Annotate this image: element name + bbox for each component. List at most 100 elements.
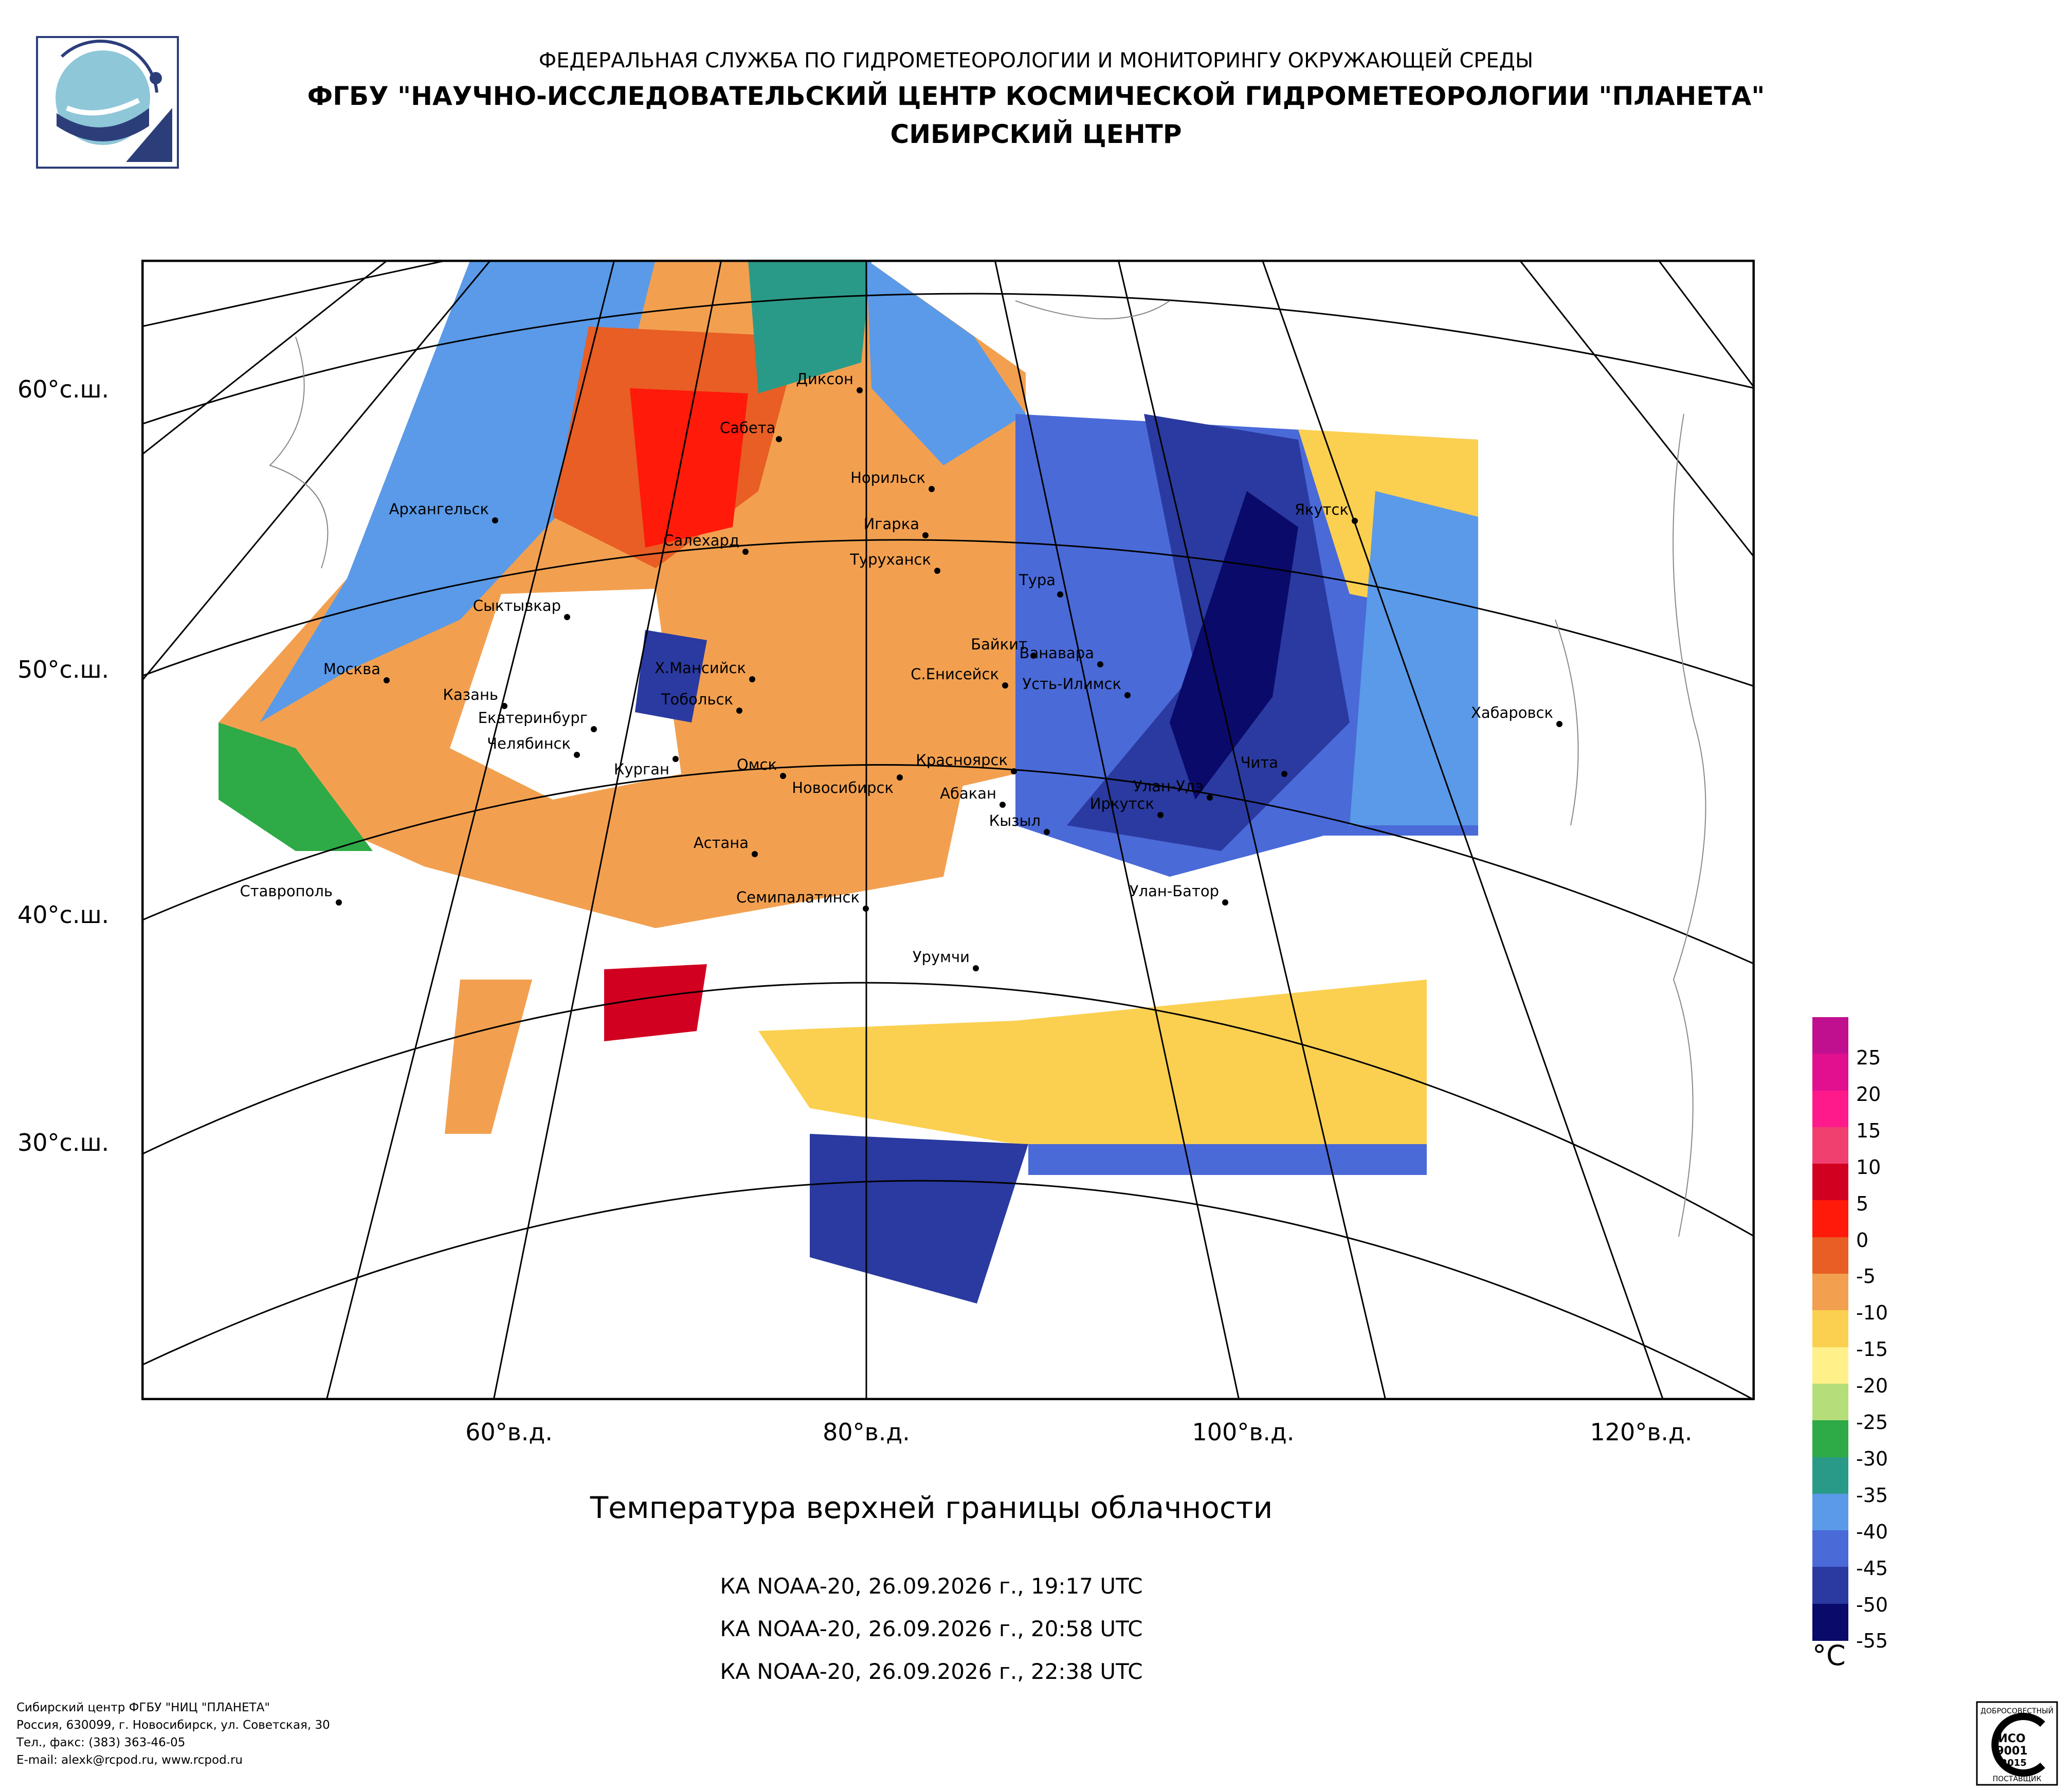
lat-label-40: 40°с.ш. bbox=[17, 901, 110, 929]
cert-top-text: ДОБРОСОВЕСТНЫЙ bbox=[1980, 1706, 2053, 1715]
city-label: Урумчи bbox=[913, 948, 970, 966]
legend-tick: 20 bbox=[1856, 1082, 1881, 1106]
city-label: Екатеринбург bbox=[478, 709, 588, 727]
city-label: Ставрополь bbox=[240, 882, 333, 900]
lon-label-100: 100°в.д. bbox=[1192, 1418, 1295, 1446]
agency-line: ФЕДЕРАЛЬНАЯ СЛУЖБА ПО ГИДРОМЕТЕОРОЛОГИИ … bbox=[538, 49, 1534, 73]
city-dot bbox=[1281, 771, 1287, 777]
legend-tick: 5 bbox=[1856, 1192, 1869, 1215]
legend-tick: -55 bbox=[1856, 1630, 1888, 1653]
city-dot bbox=[574, 752, 580, 758]
city-label: Усть-Илимск bbox=[1023, 675, 1121, 693]
legend-swatch bbox=[1812, 1017, 1848, 1055]
city-label: Улан-Батор bbox=[1130, 882, 1219, 900]
pass-2: КА NOAA-20, 26.09.2026 г., 20:58 UTC bbox=[720, 1616, 1143, 1641]
legend-tick: -30 bbox=[1856, 1447, 1888, 1470]
planeta-logo bbox=[36, 36, 179, 169]
coastlines bbox=[269, 300, 1706, 1237]
city-label: Сыктывкар bbox=[473, 597, 561, 614]
legend-swatch bbox=[1812, 1127, 1848, 1165]
legend-tick: -20 bbox=[1856, 1374, 1888, 1398]
legend-swatch bbox=[1812, 1090, 1848, 1128]
city-dot bbox=[1011, 768, 1017, 774]
city-dot bbox=[1124, 692, 1131, 698]
graticule bbox=[141, 260, 1755, 1400]
city-label: Казань bbox=[443, 686, 498, 703]
city-label: Х.Мансийск bbox=[655, 659, 746, 677]
city-dot bbox=[501, 703, 507, 709]
city-label: С.Енисейск bbox=[911, 665, 999, 683]
city-dot bbox=[591, 726, 597, 732]
city-dot bbox=[1207, 794, 1213, 801]
lon-label-60: 60°в.д. bbox=[465, 1418, 553, 1446]
legend-tick: 10 bbox=[1856, 1155, 1881, 1179]
city-label: Байкит bbox=[971, 636, 1027, 653]
city-label: Семипалатинск bbox=[736, 889, 860, 906]
city-dot bbox=[1057, 591, 1063, 598]
legend-tick: 25 bbox=[1856, 1046, 1881, 1069]
legend-swatch bbox=[1812, 1457, 1848, 1494]
city-label: Чита bbox=[1241, 754, 1278, 771]
legend-swatch bbox=[1812, 1164, 1848, 1201]
legend-swatch bbox=[1812, 1603, 1848, 1641]
center-line: СИБИРСКИЙ ЦЕНТР bbox=[890, 119, 1182, 149]
legend-tick: -25 bbox=[1856, 1411, 1888, 1434]
legend-swatch bbox=[1812, 1237, 1848, 1275]
legend-swatch bbox=[1812, 1567, 1848, 1604]
lat-label-30: 30°с.ш. bbox=[17, 1129, 110, 1156]
city-markers: Диксон Сабета Норильск Архангельск Игарка Сал… bbox=[240, 370, 1562, 971]
city-dot bbox=[863, 906, 869, 912]
cert-bottom-text: ПОСТАВЩИК bbox=[1993, 1775, 2042, 1783]
cert-iso: ИСО bbox=[1998, 1732, 2025, 1745]
city-label: Красноярск bbox=[916, 751, 1008, 769]
legend-tick: -50 bbox=[1856, 1593, 1888, 1616]
city-dot bbox=[736, 708, 742, 714]
city-dot bbox=[742, 549, 749, 555]
legend-tick: -5 bbox=[1856, 1265, 1876, 1288]
satellite-map: Диксон Сабета Норильск Архангельск Игарка Сал… bbox=[141, 260, 1755, 1400]
map-subject: Температура верхней границы облачности bbox=[590, 1490, 1273, 1525]
city-label: Омск bbox=[737, 756, 777, 773]
lat-label-50: 50°с.ш. bbox=[17, 656, 110, 683]
legend-tick: -10 bbox=[1856, 1301, 1888, 1325]
city-dot bbox=[1044, 829, 1050, 835]
city-label: Улан-Удэ bbox=[1133, 777, 1204, 795]
legend-tick: -40 bbox=[1856, 1520, 1888, 1543]
city-dot bbox=[973, 965, 979, 971]
footer-address: Россия, 630099, г. Новосибирск, ул. Сове… bbox=[16, 1718, 330, 1732]
map-frame bbox=[141, 260, 1755, 1400]
lat-label-60: 60°с.ш. bbox=[17, 375, 110, 403]
city-label: Челябинск bbox=[487, 735, 571, 752]
city-label: Архангельск bbox=[389, 500, 489, 518]
pass-1: КА NOAA-20, 26.09.2026 г., 19:17 UTC bbox=[720, 1573, 1143, 1599]
city-dot bbox=[1030, 653, 1037, 659]
city-dot bbox=[999, 802, 1006, 808]
city-label: Диксон bbox=[796, 370, 853, 388]
legend-tick: 0 bbox=[1856, 1228, 1869, 1252]
city-dot bbox=[1097, 661, 1103, 667]
city-label: Астана bbox=[694, 834, 749, 852]
city-dot bbox=[752, 851, 758, 857]
city-label: Москва bbox=[323, 660, 380, 678]
city-label: Тура bbox=[1019, 571, 1056, 589]
city-label: Тобольск bbox=[661, 691, 733, 708]
city-label: Туруханск bbox=[849, 551, 931, 568]
city-dot bbox=[897, 774, 903, 781]
city-label: Сабета bbox=[720, 419, 775, 437]
cert-2015: -2015 bbox=[1997, 1758, 2027, 1768]
legend-tick: -15 bbox=[1856, 1338, 1888, 1361]
pass-3: КА NOAA-20, 26.09.2026 г., 22:38 UTC bbox=[720, 1659, 1143, 1684]
city-dot bbox=[1556, 721, 1562, 727]
lon-label-120: 120°в.д. bbox=[1590, 1418, 1693, 1446]
city-dot bbox=[922, 532, 929, 538]
legend-swatch bbox=[1812, 1310, 1848, 1348]
city-label: Новосибирск bbox=[792, 779, 894, 797]
legend-swatch bbox=[1812, 1493, 1848, 1531]
legend-tick: 15 bbox=[1856, 1119, 1881, 1142]
city-label: Якутск bbox=[1295, 501, 1349, 518]
footer-org: Сибирский центр ФГБУ "НИЦ "ПЛАНЕТА" bbox=[16, 1701, 270, 1714]
city-dot bbox=[929, 486, 935, 492]
city-dot bbox=[336, 899, 342, 906]
city-dot bbox=[776, 436, 782, 442]
city-dot bbox=[564, 614, 570, 620]
